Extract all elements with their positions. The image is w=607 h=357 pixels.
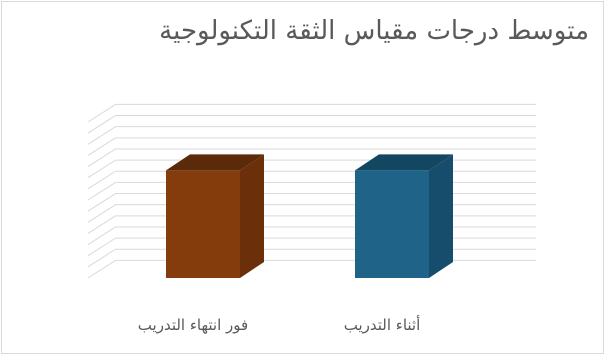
gridline-side xyxy=(87,181,116,201)
gridline-side xyxy=(87,204,116,223)
gridline-side xyxy=(87,126,116,145)
gridline-side xyxy=(87,193,116,212)
gridline-side xyxy=(87,103,116,123)
bar-side xyxy=(429,154,453,278)
bar xyxy=(166,154,264,278)
category-label: أثناء التدريب xyxy=(344,315,421,334)
bar-top xyxy=(355,154,453,171)
gridline-side xyxy=(87,148,116,167)
category-labels: فور انتهاء التدريب أثناء التدريب xyxy=(138,315,420,334)
chart-title: متوسط درجات مقياس الثقة التكنولوجية xyxy=(159,16,589,46)
bar-front xyxy=(166,170,240,278)
gridline-side xyxy=(87,226,116,245)
gridline-side xyxy=(87,237,116,257)
gridline-side xyxy=(87,215,116,234)
bars xyxy=(166,154,453,278)
category-label: فور انتهاء التدريب xyxy=(138,316,248,334)
bar-front xyxy=(355,170,429,278)
bar xyxy=(355,154,453,278)
gridline-side xyxy=(87,159,116,179)
gridline-side xyxy=(87,115,116,134)
gridline-side xyxy=(87,259,116,279)
gridlines xyxy=(87,103,536,279)
gridline-side xyxy=(87,137,116,156)
gridline-side xyxy=(87,170,116,190)
bar-side xyxy=(240,154,264,278)
bar-top xyxy=(166,154,264,171)
gridline-side xyxy=(87,248,116,268)
